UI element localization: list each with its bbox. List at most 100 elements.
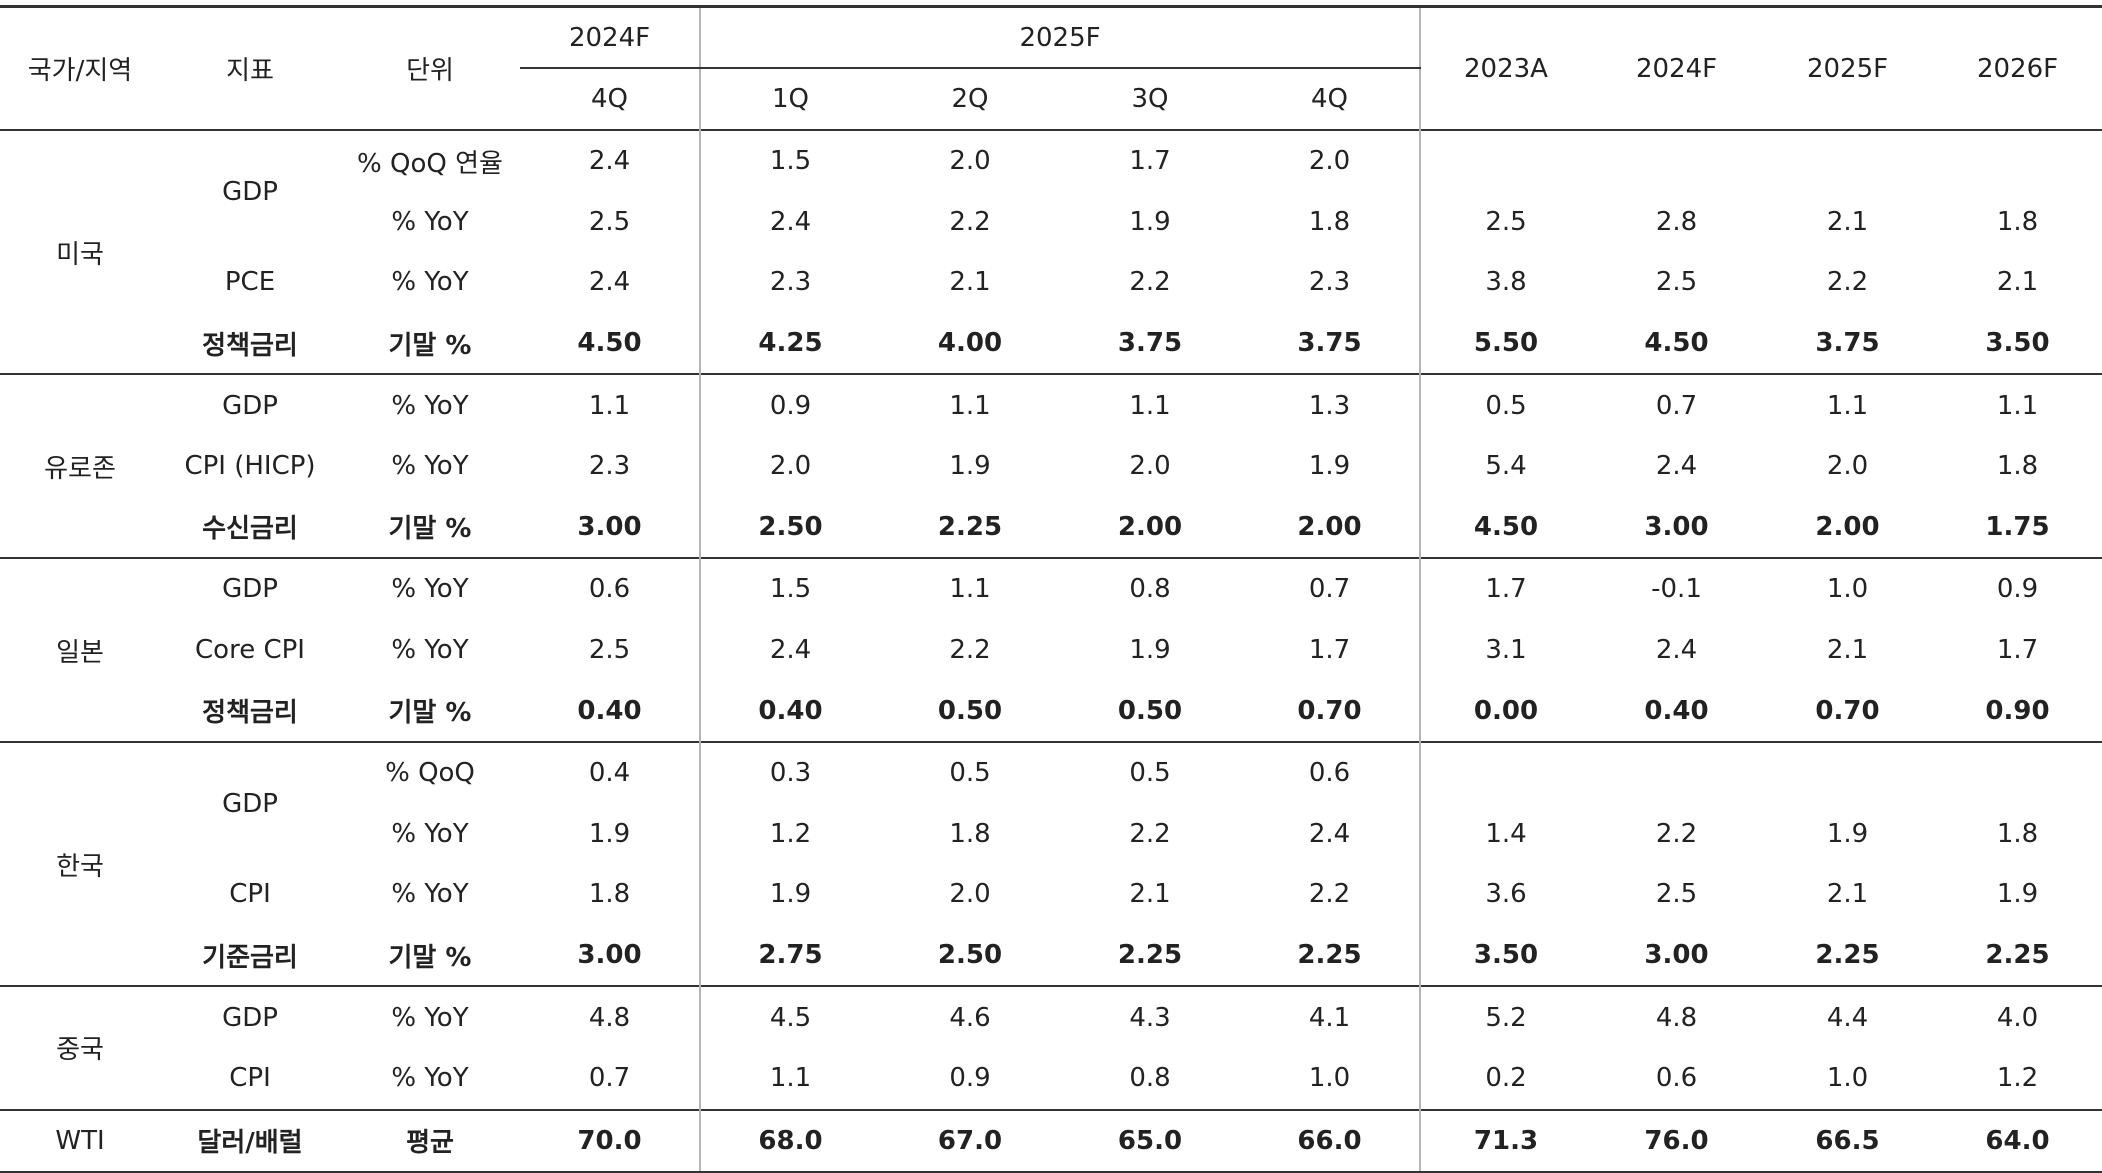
- quarterly-value-cell: 2.25: [1297, 940, 1362, 971]
- quarterly-value-cell: 0.40: [577, 695, 642, 726]
- quarterly-value-cell: 3.00: [577, 511, 642, 542]
- indicator-label: GDP: [160, 740, 340, 865]
- annual-value-cell: -0.1: [1591, 557, 1762, 620]
- indicator-label: 정책금리: [202, 330, 298, 361]
- unit-label: % QoQ: [340, 740, 520, 804]
- quarterly-value-cell: 2.2: [949, 206, 991, 237]
- table-row: 한국 GDP% QoQ 0.4 0.3 0.5 0.5 0.6: [0, 740, 2102, 987]
- quarterly-value-cell: 1.1: [520, 373, 700, 436]
- header-unit: 단위: [406, 56, 454, 86]
- annual-value-cell: 3.00: [1644, 511, 1709, 542]
- annual-value-cell: 3.50: [1419, 924, 1591, 987]
- indicator-label: GDP: [160, 128, 340, 253]
- table-row: 기준금리 기말 % 3.00 2.75 2.50 2.25 2.25 3.50 3.00 2.25…: [0, 924, 2102, 987]
- quarterly-value-cell: 0.50: [1117, 695, 1183, 726]
- annual-value-cell: 2.4: [1655, 635, 1698, 666]
- quarterly-value-cell: 4.5: [699, 985, 880, 1048]
- quarterly-value-cell: 1.7: [1308, 635, 1351, 666]
- quarterly-value-cell: 2.3: [588, 451, 631, 482]
- quarterly-value-cell: 1.5: [699, 129, 880, 192]
- quarterly-value-cell: 0.40: [699, 680, 880, 742]
- quarterly-value-cell: 0.5: [880, 740, 1060, 804]
- annual-value-cell: 1.9: [1996, 879, 2039, 910]
- quarterly-value-cell: 70.0: [520, 1108, 700, 1173]
- quarterly-value-cell: 2.4: [1308, 818, 1351, 849]
- indicator-label: PCE: [224, 267, 276, 298]
- header-indicator: 지표: [226, 56, 274, 86]
- quarterly-value-cell: 1.9: [1129, 635, 1171, 666]
- annual-value-cell: [1762, 740, 1933, 804]
- quarterly-value-cell: 4.3: [1060, 985, 1240, 1048]
- annual-value-cell: 0.00: [1419, 680, 1591, 742]
- annual-value-cell: 3.50: [1985, 328, 2050, 359]
- annual-value-cell: 3.00: [1644, 940, 1709, 971]
- quarterly-value-cell: 2.1: [949, 267, 991, 298]
- annual-value-cell: 64.0: [1933, 1108, 2102, 1173]
- quarterly-value-cell: 1.7: [1060, 129, 1240, 192]
- table-row: PCE % YoY 2.4 2.3 2.1 2.2 2.3 3.8 2.5 2.2 2.1: [0, 252, 2102, 313]
- annual-value-cell: 1.0: [1826, 1063, 1869, 1094]
- quarterly-value-cell: 2.00: [1297, 511, 1362, 542]
- table-row: CPI % YoY 1.8 1.9 2.0 2.1 2.2 3.6 2.5 2.1 1.9: [0, 864, 2102, 925]
- indicator-label: 수신금리: [202, 514, 298, 545]
- quarterly-value-cell: 1.1: [880, 557, 1060, 620]
- annual-value-cell: 1.1: [1933, 373, 2102, 436]
- table-row: WTI 달러/배럴 평균 70.0 68.0 67.0 65.0 66.0 71.3 76.0 66…: [0, 1108, 2102, 1173]
- quarterly-value-cell: 2.4: [699, 619, 880, 681]
- annual-value-cell: 0.90: [1985, 695, 2050, 726]
- annual-value-cell: 1.4: [1419, 803, 1591, 865]
- quarterly-value-cell: 1.1: [880, 373, 1060, 436]
- annual-value-cell: 4.50: [1644, 328, 1709, 359]
- region-label: 미국: [0, 128, 160, 375]
- table-row: CPI (HICP) % YoY 2.3 2.0 1.9 2.0 1.9 5.4 2.4 2.0 1…: [0, 435, 2102, 497]
- annual-value-cell: 1.8: [1996, 451, 2039, 482]
- unit-label: % YoY: [391, 267, 469, 298]
- annual-value-cell: 1.2: [1996, 1063, 2039, 1094]
- annual-value-cell: 4.4: [1762, 985, 1933, 1048]
- quarterly-value-cell: 1.8: [588, 879, 631, 910]
- quarterly-value-cell: 2.3: [699, 252, 880, 313]
- quarterly-value-cell: 0.8: [1129, 1063, 1171, 1094]
- quarterly-value-cell: 2.75: [699, 924, 880, 987]
- quarterly-value-cell: 0.4: [520, 740, 700, 804]
- annual-value-cell: 1.7: [1996, 635, 2039, 666]
- annual-value-cell: [1762, 129, 1933, 192]
- annual-value-cell: 0.9: [1933, 557, 2102, 620]
- table-row: 중국 GDP% YoY 4.8 4.5 4.6 4.3 4.1 5.2 4.8 4.4 4.0: [0, 985, 2102, 1110]
- table-header: 국가/지역 지표 단위 2024F 2025F 2023A 2024F 2025…: [0, 6, 2102, 130]
- quarterly-value-cell: 67.0: [880, 1108, 1060, 1173]
- quarterly-value-cell: 2.4: [699, 191, 880, 253]
- quarterly-value-cell: 2.2: [1129, 818, 1171, 849]
- quarterly-value-cell: 2.4: [588, 267, 631, 298]
- annual-value-cell: 2.5: [1419, 191, 1591, 253]
- table-row: CPI % YoY 0.7 1.1 0.9 0.8 1.0 0.2 0.6 1.0 1.2: [0, 1047, 2102, 1110]
- quarterly-value-cell: 0.3: [699, 740, 880, 804]
- unit-label: % YoY: [340, 985, 520, 1048]
- quarterly-value-cell: 1.1: [699, 1047, 880, 1110]
- quarterly-value-cell: 0.7: [1240, 557, 1420, 620]
- annual-value-cell: [1591, 740, 1762, 804]
- annual-value-cell: 1.8: [1996, 818, 2039, 849]
- annual-value-cell: 0.7: [1591, 373, 1762, 436]
- annual-value-cell: 0.5: [1419, 373, 1591, 436]
- annual-value-cell: 2.1: [1826, 635, 1869, 666]
- annual-value-cell: [1419, 129, 1591, 192]
- annual-value-cell: 4.0: [1933, 985, 2102, 1048]
- quarterly-value-cell: 1.9: [588, 818, 631, 849]
- annual-value-cell: 2.1: [1826, 206, 1869, 237]
- quarterly-value-cell: 2.50: [699, 496, 880, 559]
- table-body: 미국 GDP% QoQ 연율 2.4 1.5 2.0 1.7 2.0% YoY 2.5 2.4 2…: [0, 128, 2102, 1173]
- quarterly-value-cell: 2.5: [588, 206, 631, 237]
- annual-value-cell: 0.2: [1419, 1047, 1591, 1110]
- region-label: 일본: [0, 557, 160, 742]
- table-row: 수신금리 기말 % 3.00 2.50 2.25 2.00 2.00 4.50 3.00 2.00…: [0, 496, 2102, 559]
- annual-value-cell: 1.1: [1762, 373, 1933, 436]
- quarterly-value-cell: 68.0: [699, 1108, 880, 1173]
- quarterly-value-cell: 2.50: [937, 940, 1003, 971]
- region-label: 한국: [0, 740, 160, 987]
- quarterly-value-cell: 1.9: [949, 451, 991, 482]
- quarterly-value-cell: 66.0: [1240, 1108, 1420, 1173]
- quarterly-value-cell: 3.75: [1297, 328, 1362, 359]
- annual-value-cell: 1.9: [1826, 818, 1869, 849]
- quarterly-value-cell: 2.0: [699, 435, 880, 497]
